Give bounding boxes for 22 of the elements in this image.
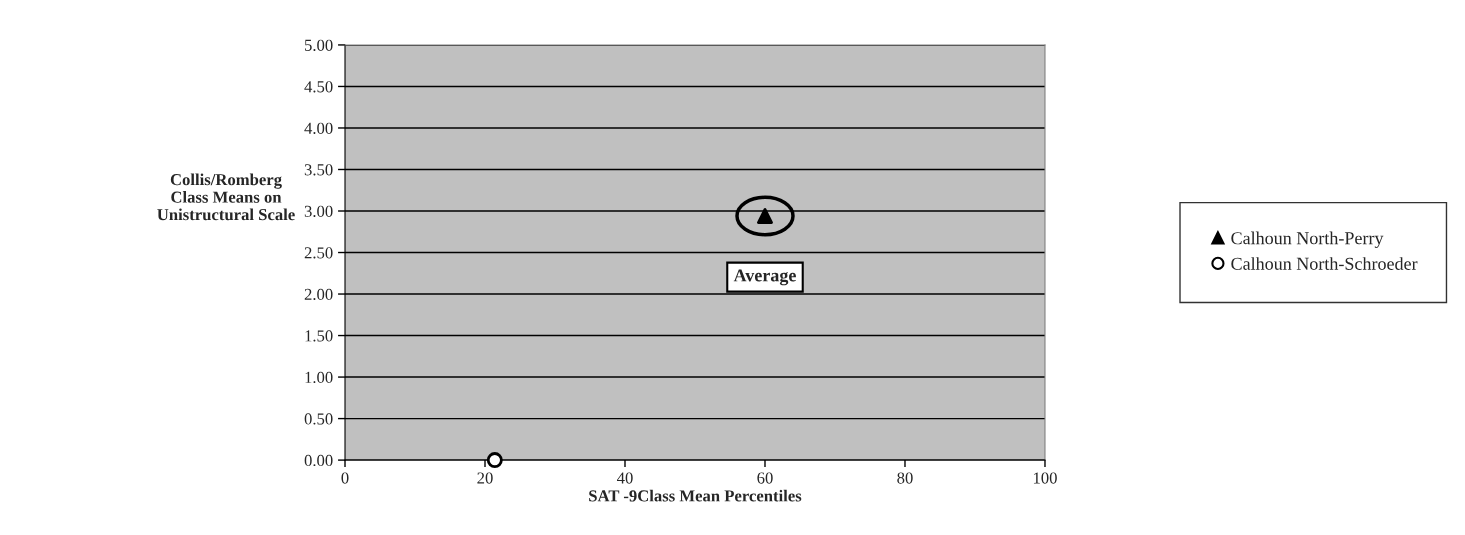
x-tick-label: 20 (477, 472, 493, 484)
y-tick-label: 3.50 (304, 164, 333, 176)
x-tick-label: 100 (1033, 472, 1057, 484)
x-tick-label: 40 (616, 472, 633, 484)
y-tick-label: 4.50 (304, 81, 333, 93)
y-tick-label: 2.50 (304, 247, 333, 259)
annotation: Average (733, 269, 796, 286)
x-tick-label: 60 (757, 472, 773, 484)
x-axis-title: SAT -9Class Mean Percentiles (589, 489, 802, 502)
y-tick-label: 5.00 (305, 39, 333, 51)
y-tick-label: 2.00 (304, 288, 333, 301)
y-tick-label: 4.00 (304, 122, 333, 134)
y-tick-label: 1.00 (305, 371, 333, 384)
y-axis-title: Collis/Romberg Class Means on Unistructural Scale (157, 173, 295, 221)
y-tick-label: 1.50 (305, 330, 333, 342)
x-tick-label: 0 (341, 472, 349, 484)
y-tick-label: 3.00 (304, 205, 333, 218)
y-tick-label: 0.50 (304, 413, 333, 425)
y-tick-label: 0.00 (304, 454, 333, 467)
legend-label: Calhoun North-Perry (1231, 231, 1384, 249)
x-tick-label: 80 (897, 472, 913, 484)
legend-label: Calhoun North-Schroeder (1231, 257, 1418, 270)
